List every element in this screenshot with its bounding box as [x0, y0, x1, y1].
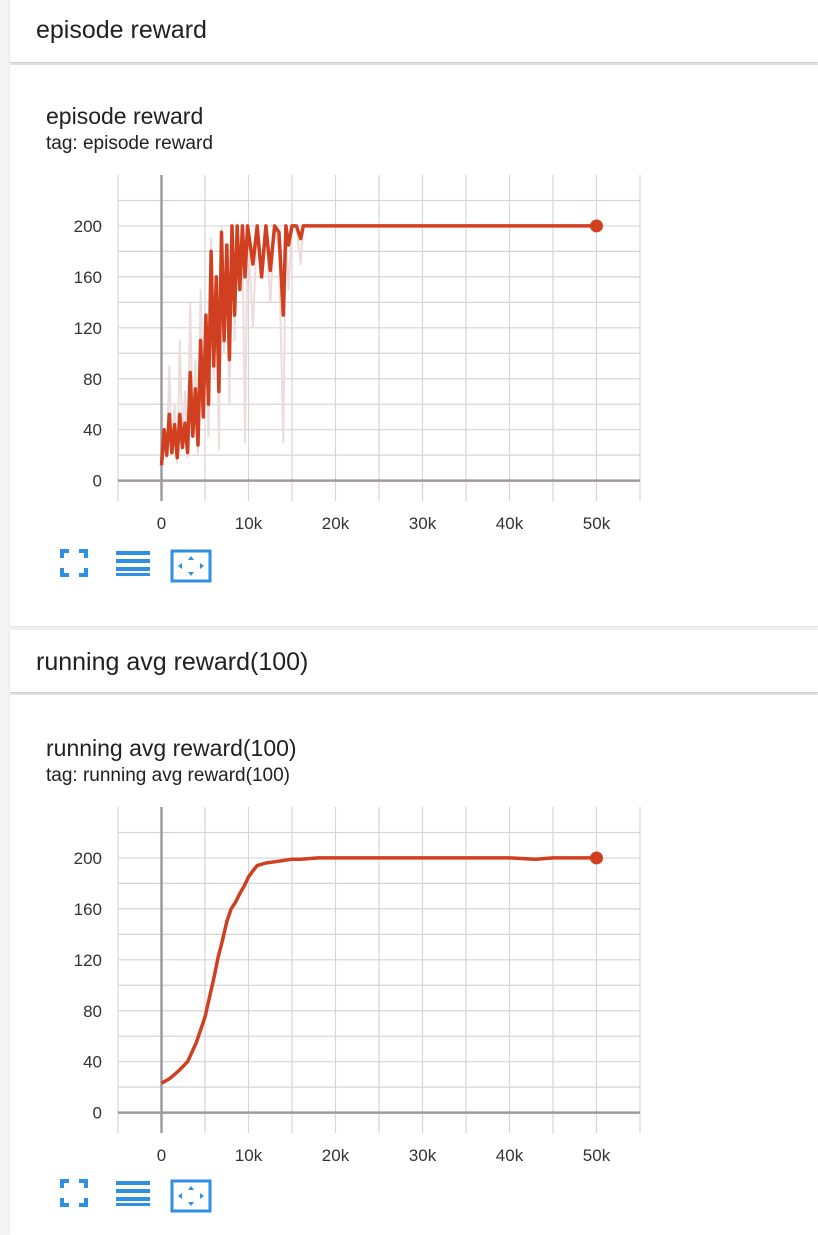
series-end-marker [590, 851, 603, 865]
x-tick-label: 50k [583, 1146, 611, 1165]
x-tick-label: 0 [157, 1146, 166, 1165]
chart-card-running-avg-reward: running avg reward(100) tag: running avg… [10, 694, 818, 1235]
section-header-title: running avg reward(100) [36, 648, 309, 676]
y-tick-label: 120 [74, 951, 102, 970]
section-header-running-avg-reward[interactable]: running avg reward(100) [10, 630, 818, 693]
y-tick-label: 0 [93, 1104, 102, 1123]
section-header-title: episode reward [36, 16, 207, 44]
y-tick-label: 200 [74, 849, 102, 868]
y-tick-label: 160 [74, 900, 102, 919]
x-tick-label: 40k [496, 1146, 524, 1165]
chart-toolbar [60, 549, 230, 583]
series-end-marker [590, 219, 603, 233]
section-header-episode-reward[interactable]: episode reward [10, 0, 818, 63]
x-tick-label: 30k [409, 514, 437, 533]
y-tick-label: 120 [74, 319, 102, 338]
x-tick-label: 40k [496, 514, 524, 533]
chart-toolbar [60, 1179, 230, 1213]
y-tick-label: 160 [74, 268, 102, 287]
x-tick-label: 10k [235, 1146, 263, 1165]
series-line-smoothed [160, 856, 597, 1085]
data-download-icon[interactable] [115, 1179, 155, 1211]
y-tick-label: 80 [83, 1002, 102, 1021]
x-tick-label: 50k [583, 514, 611, 533]
y-tick-label: 80 [83, 370, 102, 389]
fit-to-screen-icon[interactable] [60, 1179, 100, 1211]
episode-reward-chart[interactable]: 0 40 80 120 160 200 0 10k 20k 30k 40k 50k [10, 65, 818, 535]
card-title: running avg reward(100) [46, 735, 297, 761]
y-tick-label: 40 [83, 421, 102, 440]
toggle-y-axis-icon[interactable] [170, 1179, 212, 1213]
card-tag: tag: running avg reward(100) [46, 765, 290, 786]
data-download-icon[interactable] [115, 549, 155, 581]
x-tick-label: 30k [409, 1146, 437, 1165]
series-line-smoothed [159, 224, 597, 466]
fit-to-screen-icon[interactable] [60, 549, 100, 581]
y-tick-label: 0 [93, 472, 102, 491]
x-tick-label: 10k [235, 514, 263, 533]
toggle-y-axis-icon[interactable] [170, 549, 212, 583]
x-tick-label: 0 [157, 514, 166, 533]
x-tick-label: 20k [322, 1146, 350, 1165]
y-tick-label: 200 [74, 217, 102, 236]
chart-card-episode-reward: episode reward tag: episode reward 0 40 80… [10, 64, 818, 626]
x-tick-label: 20k [322, 514, 350, 533]
running-avg-reward-chart[interactable]: 0 40 80 120 160 200 0 10k 20k 30k 40k 50k [10, 695, 818, 1165]
card-tag: tag: episode reward [46, 133, 213, 154]
card-title: episode reward [46, 103, 204, 129]
y-tick-label: 40 [83, 1053, 102, 1072]
